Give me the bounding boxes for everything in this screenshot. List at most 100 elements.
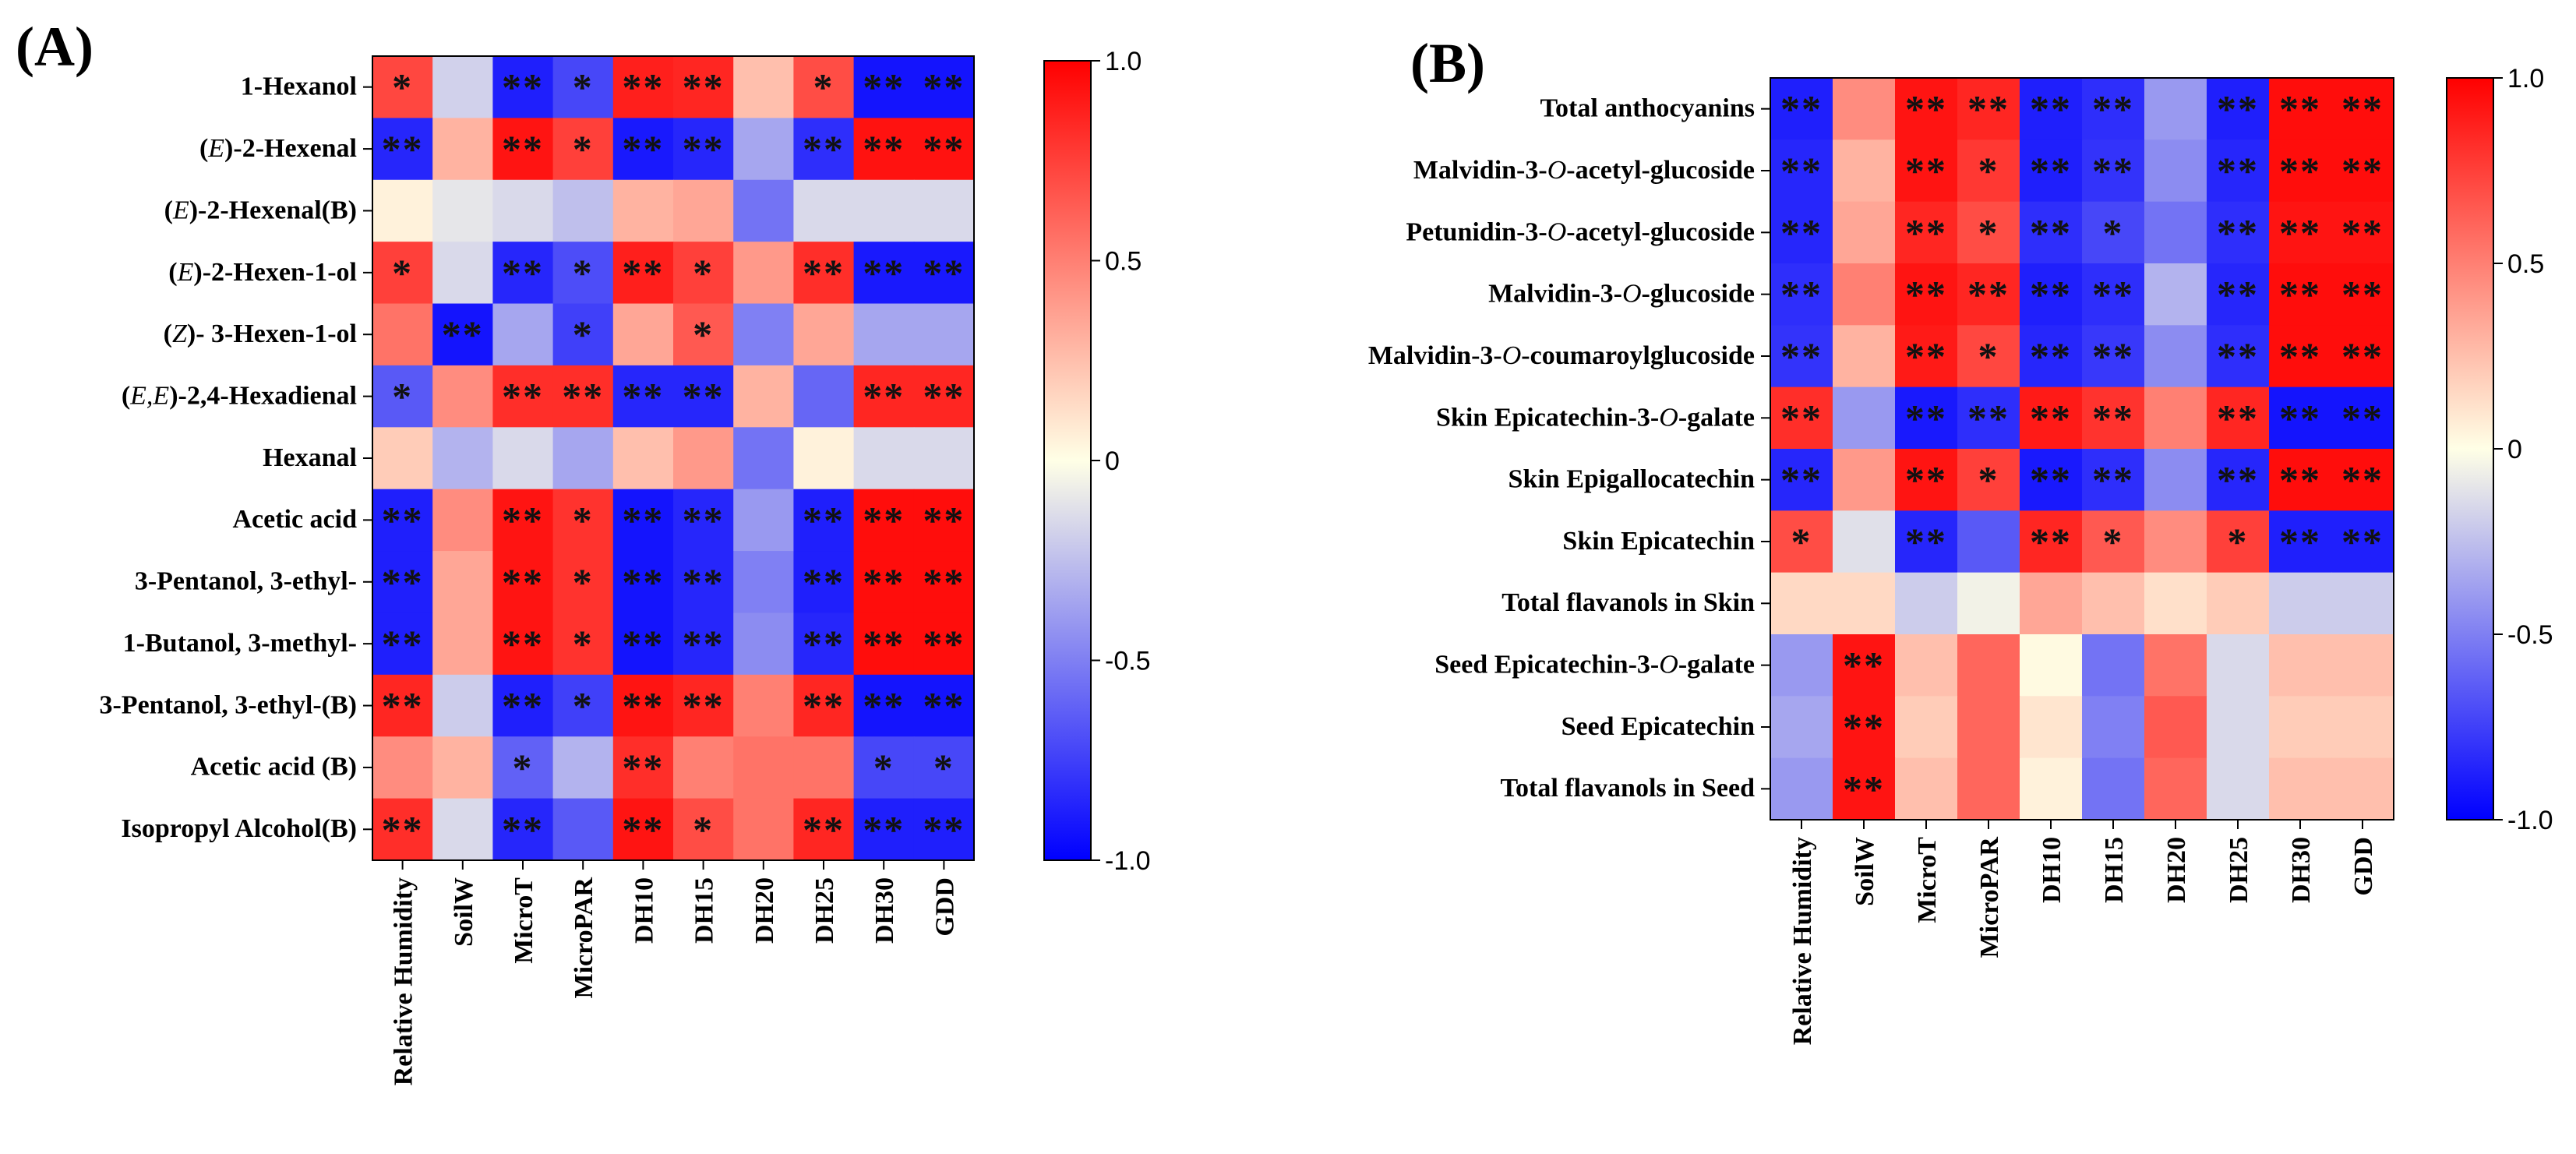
significance-marker: *: [573, 498, 594, 542]
significance-marker: **: [803, 560, 845, 604]
significance-marker: **: [502, 622, 544, 665]
heatmap-cell: [2082, 139, 2145, 203]
heatmap-cell: [913, 736, 975, 799]
heatmap-cell: [2269, 325, 2332, 388]
heatmap-cell: [2082, 263, 2145, 326]
heatmap-cell: [552, 118, 614, 181]
heatmap-cell: [2269, 78, 2332, 140]
significance-marker: **: [562, 375, 604, 418]
column-label-dh30: DH30: [2287, 837, 2316, 903]
heatmap-cell: [2082, 78, 2145, 140]
significance-marker: **: [803, 251, 845, 295]
significance-marker: **: [2341, 149, 2384, 192]
significance-marker: *: [573, 251, 594, 295]
heatmap-cell: [1895, 757, 1958, 821]
heatmap-cell: [793, 798, 855, 861]
heatmap-cell: [913, 427, 975, 490]
significance-marker: **: [2279, 458, 2321, 502]
significance-marker: **: [2030, 210, 2072, 254]
significance-marker: **: [502, 807, 544, 851]
heatmap-cell: [2144, 386, 2207, 450]
significance-marker: **: [622, 807, 664, 851]
heatmap-cell: [2331, 757, 2394, 821]
significance-marker: **: [2092, 273, 2134, 316]
colorbar-tick-label: -0.5: [2507, 620, 2553, 650]
heatmap-cell: [2082, 696, 2145, 759]
significance-marker: **: [2092, 87, 2134, 131]
significance-marker: **: [622, 746, 664, 789]
significance-marker: **: [2341, 87, 2384, 131]
significance-marker: **: [1843, 767, 1885, 810]
heatmap-cell: [2331, 78, 2394, 140]
heatmap-cell: [432, 56, 493, 118]
heatmap-cell: [673, 56, 734, 118]
heatmap-cell: [612, 56, 674, 118]
heatmap-cell: [372, 798, 433, 861]
heatmap-cell: [2020, 510, 2083, 573]
significance-marker: **: [803, 807, 845, 851]
heatmap-cell: [492, 303, 554, 366]
row-label-seed-epicatechin-3-o-galate: Seed Epicatechin-3-O-galate: [1434, 650, 1755, 679]
heatmap-cell: [552, 798, 614, 861]
heatmap-cell: [552, 736, 614, 799]
heatmap-cell: [2082, 510, 2145, 573]
column-label-soilw: SoilW: [450, 877, 478, 947]
heatmap-cell: [733, 56, 794, 118]
significance-marker: **: [1780, 458, 1823, 502]
heatmap-cell: [1833, 696, 1896, 759]
heatmap-cell: [552, 612, 614, 676]
heatmap-cell: [1895, 325, 1958, 388]
heatmap-cell: [1957, 572, 2020, 635]
heatmap-cell: [492, 736, 554, 799]
significance-marker: **: [1780, 396, 1823, 439]
heatmap-cell: [552, 427, 614, 490]
significance-marker: **: [2092, 334, 2134, 378]
significance-marker: **: [2341, 334, 2384, 378]
heatmap-cell: [2144, 201, 2207, 264]
heatmap-cell: [2331, 696, 2394, 759]
significance-marker: *: [513, 746, 534, 789]
heatmap-cell: [2082, 449, 2145, 511]
heatmap-cell: [1770, 572, 1833, 635]
heatmap-cell: [372, 118, 433, 181]
significance-marker: **: [923, 807, 965, 851]
heatmap-cell: [673, 427, 734, 490]
heatmap-cell: [1895, 572, 1958, 635]
heatmap-cell: [2269, 386, 2332, 450]
significance-marker: **: [622, 65, 664, 109]
significance-marker: **: [2030, 273, 2072, 316]
heatmap-cell: [2331, 139, 2394, 203]
significance-marker: **: [1967, 396, 2010, 439]
heatmap-cell: [733, 365, 794, 428]
significance-marker: *: [392, 65, 413, 109]
colorbar-tick-label: 0: [1105, 446, 1120, 476]
heatmap-cell: [673, 242, 734, 305]
heatmap-cell: [2207, 386, 2270, 450]
heatmap-cell: [1770, 634, 1833, 697]
significance-marker: *: [392, 375, 413, 418]
significance-marker: *: [693, 312, 714, 356]
heatmap-cell: [1833, 572, 1896, 635]
heatmap-cell: [612, 427, 674, 490]
significance-marker: **: [382, 684, 424, 728]
heatmap-cell: [2269, 757, 2332, 821]
significance-marker: **: [863, 498, 905, 542]
row-label-z-3-hexen-1-ol: (Z)- 3-Hexen-1-ol: [164, 319, 357, 348]
panel-label: (A): [16, 16, 94, 78]
heatmap-cell: [372, 612, 433, 676]
significance-marker: **: [622, 375, 664, 418]
significance-marker: **: [2279, 273, 2321, 316]
column-label-relative-humidity: Relative Humidity: [1788, 837, 1817, 1045]
heatmap-cell: [1833, 634, 1896, 697]
heatmap-cell: [1833, 201, 1896, 264]
row-label-acetic-acid-b: Acetic acid (B): [191, 753, 357, 782]
significance-marker: **: [622, 560, 664, 604]
column-label-gdd: GDD: [930, 877, 959, 937]
heatmap-cell: [2207, 78, 2270, 140]
heatmap-cell: [612, 798, 674, 861]
significance-marker: *: [573, 312, 594, 356]
heatmap-cell: [372, 56, 433, 118]
row-label-skin-epigallocatechin: Skin Epigallocatechin: [1509, 464, 1756, 493]
significance-marker: **: [622, 127, 664, 171]
heatmap-cell: [612, 489, 674, 552]
